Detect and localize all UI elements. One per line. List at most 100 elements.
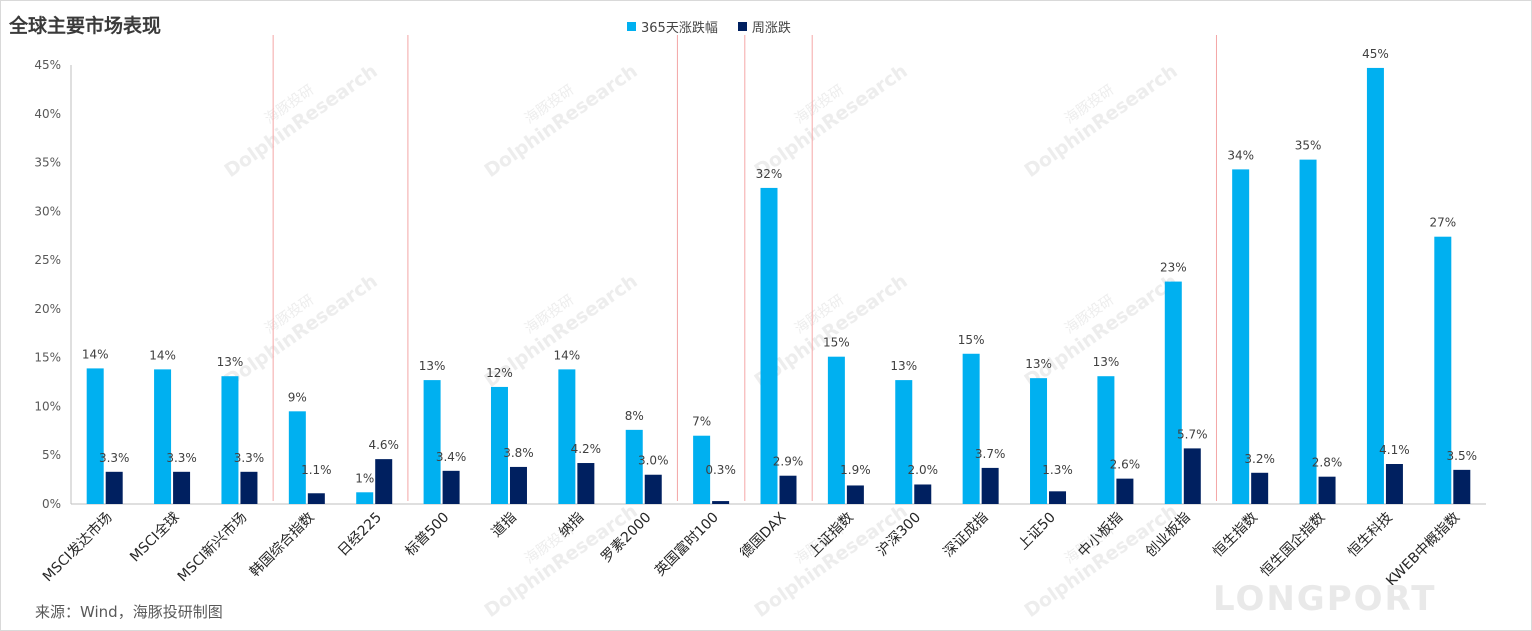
bar-week	[442, 470, 460, 504]
bar-365	[86, 368, 104, 504]
bar-week	[1318, 476, 1336, 504]
watermark-text-en: DolphinResearch	[220, 60, 381, 182]
data-label-week: 3.2%	[1244, 452, 1275, 466]
legend-item-365: 365天涨跌幅	[627, 17, 718, 36]
bar-365	[154, 369, 172, 504]
data-label-365: 13%	[1025, 357, 1052, 371]
data-label-365: 7%	[692, 415, 711, 429]
x-tick-label: KWEB中概指数	[1383, 510, 1463, 590]
x-tick-label: 恒生国企指数	[1257, 509, 1328, 580]
y-tick-label: 40%	[34, 107, 61, 121]
data-label-365: 13%	[890, 359, 917, 373]
bar-week	[981, 467, 999, 504]
data-labels: 14% 3.3% 14% 3.3% 13% 3.3% 9% 1.1% 1% 4.6% 13% 3.4%…	[82, 47, 1477, 485]
data-label-week: 3.3%	[99, 451, 130, 465]
x-tick-label: 德国DAX	[737, 509, 789, 561]
x-tick-label: MSCI新兴市场	[174, 509, 250, 585]
x-tick-label: 深证成指	[941, 510, 992, 561]
bar-365	[1434, 236, 1452, 504]
data-label-365: 14%	[149, 348, 176, 362]
data-label-365: 45%	[1362, 47, 1389, 61]
data-label-365: 13%	[419, 359, 446, 373]
bar-week	[846, 485, 864, 504]
data-label-week: 1.1%	[301, 463, 332, 477]
bar-365	[490, 386, 508, 504]
bar-365	[288, 411, 306, 504]
legend-item-week: 周涨跌	[737, 17, 791, 36]
source-note: 来源：Wind，海豚投研制图	[35, 603, 223, 621]
bar-week	[1049, 491, 1067, 504]
data-label-365: 34%	[1227, 148, 1254, 162]
data-label-365: 27%	[1429, 216, 1456, 230]
legend: 365天涨跌幅 周涨跌	[627, 17, 791, 36]
data-label-week: 4.6%	[368, 438, 399, 452]
x-tick-label: 韩国综合指数	[247, 510, 318, 581]
bar-365	[693, 435, 711, 504]
bar-week	[307, 493, 325, 504]
data-label-week: 3.5%	[1447, 449, 1478, 463]
legend-label-365: 365天涨跌幅	[641, 21, 718, 36]
bar-week	[173, 471, 191, 504]
bar-365	[1299, 159, 1317, 504]
data-label-week: 2.0%	[908, 463, 939, 477]
x-tick-label: 恒生科技	[1345, 510, 1396, 561]
data-label-365: 13%	[217, 355, 244, 369]
legend-label-week: 周涨跌	[751, 21, 791, 36]
watermark-text-en: DolphinResearch	[1020, 270, 1181, 392]
data-label-week: 3.3%	[234, 451, 265, 465]
y-tick-label: 0%	[42, 497, 61, 511]
y-tick-label: 30%	[34, 204, 61, 218]
data-label-week: 3.8%	[503, 446, 534, 460]
bar-365	[221, 376, 239, 504]
x-tick-label: 上证50	[1015, 510, 1059, 554]
data-label-week: 3.4%	[436, 450, 467, 464]
data-label-week: 3.0%	[638, 454, 669, 468]
bar-week	[240, 471, 258, 504]
bar-week	[1385, 464, 1403, 504]
bar-365	[895, 380, 913, 504]
watermark-text-en: DolphinResearch	[750, 60, 911, 182]
watermark-text-en: DolphinResearch	[220, 270, 381, 392]
data-label-week: 0.3%	[705, 463, 736, 477]
x-tick-label: 标普500	[402, 510, 452, 560]
bar-week	[712, 501, 730, 504]
x-tick-label: 恒生指数	[1210, 510, 1261, 561]
data-label-week: 1.9%	[840, 463, 871, 477]
axes: 0% 5% 10% 15% 20% 25% 30% 35% 40% 45%	[34, 58, 1486, 511]
data-label-365: 15%	[823, 336, 850, 350]
y-tick-label: 35%	[34, 156, 61, 170]
data-label-week: 4.1%	[1379, 443, 1410, 457]
x-tick-label: MSCI全球	[126, 509, 182, 565]
y-tick-label: 45%	[34, 58, 61, 72]
longport-watermark-logo: LONGPORT	[1213, 579, 1437, 619]
data-label-week: 4.2%	[571, 442, 602, 456]
bar-365	[625, 429, 643, 504]
data-label-365: 35%	[1295, 139, 1322, 153]
bar-week	[577, 463, 595, 504]
data-label-week: 3.7%	[975, 447, 1006, 461]
data-label-365: 32%	[756, 167, 783, 181]
data-label-365: 23%	[1160, 261, 1187, 275]
bar-365	[962, 353, 980, 504]
bar-365	[1232, 169, 1250, 504]
bar-week	[1453, 469, 1471, 504]
bar-week	[105, 471, 123, 504]
data-label-week: 2.9%	[773, 455, 804, 469]
group-dividers	[272, 35, 1217, 501]
data-label-365: 15%	[958, 333, 985, 347]
data-label-week: 2.8%	[1312, 456, 1343, 470]
bar-week	[779, 475, 797, 504]
y-tick-label: 25%	[34, 253, 61, 267]
x-tick-label: 日经225	[335, 510, 385, 560]
legend-swatch-week	[737, 22, 747, 31]
bar-week	[1251, 472, 1269, 504]
bar-week	[644, 474, 662, 504]
x-tick-label: MSCI发达市场	[39, 509, 115, 585]
bar-week	[1183, 448, 1201, 504]
